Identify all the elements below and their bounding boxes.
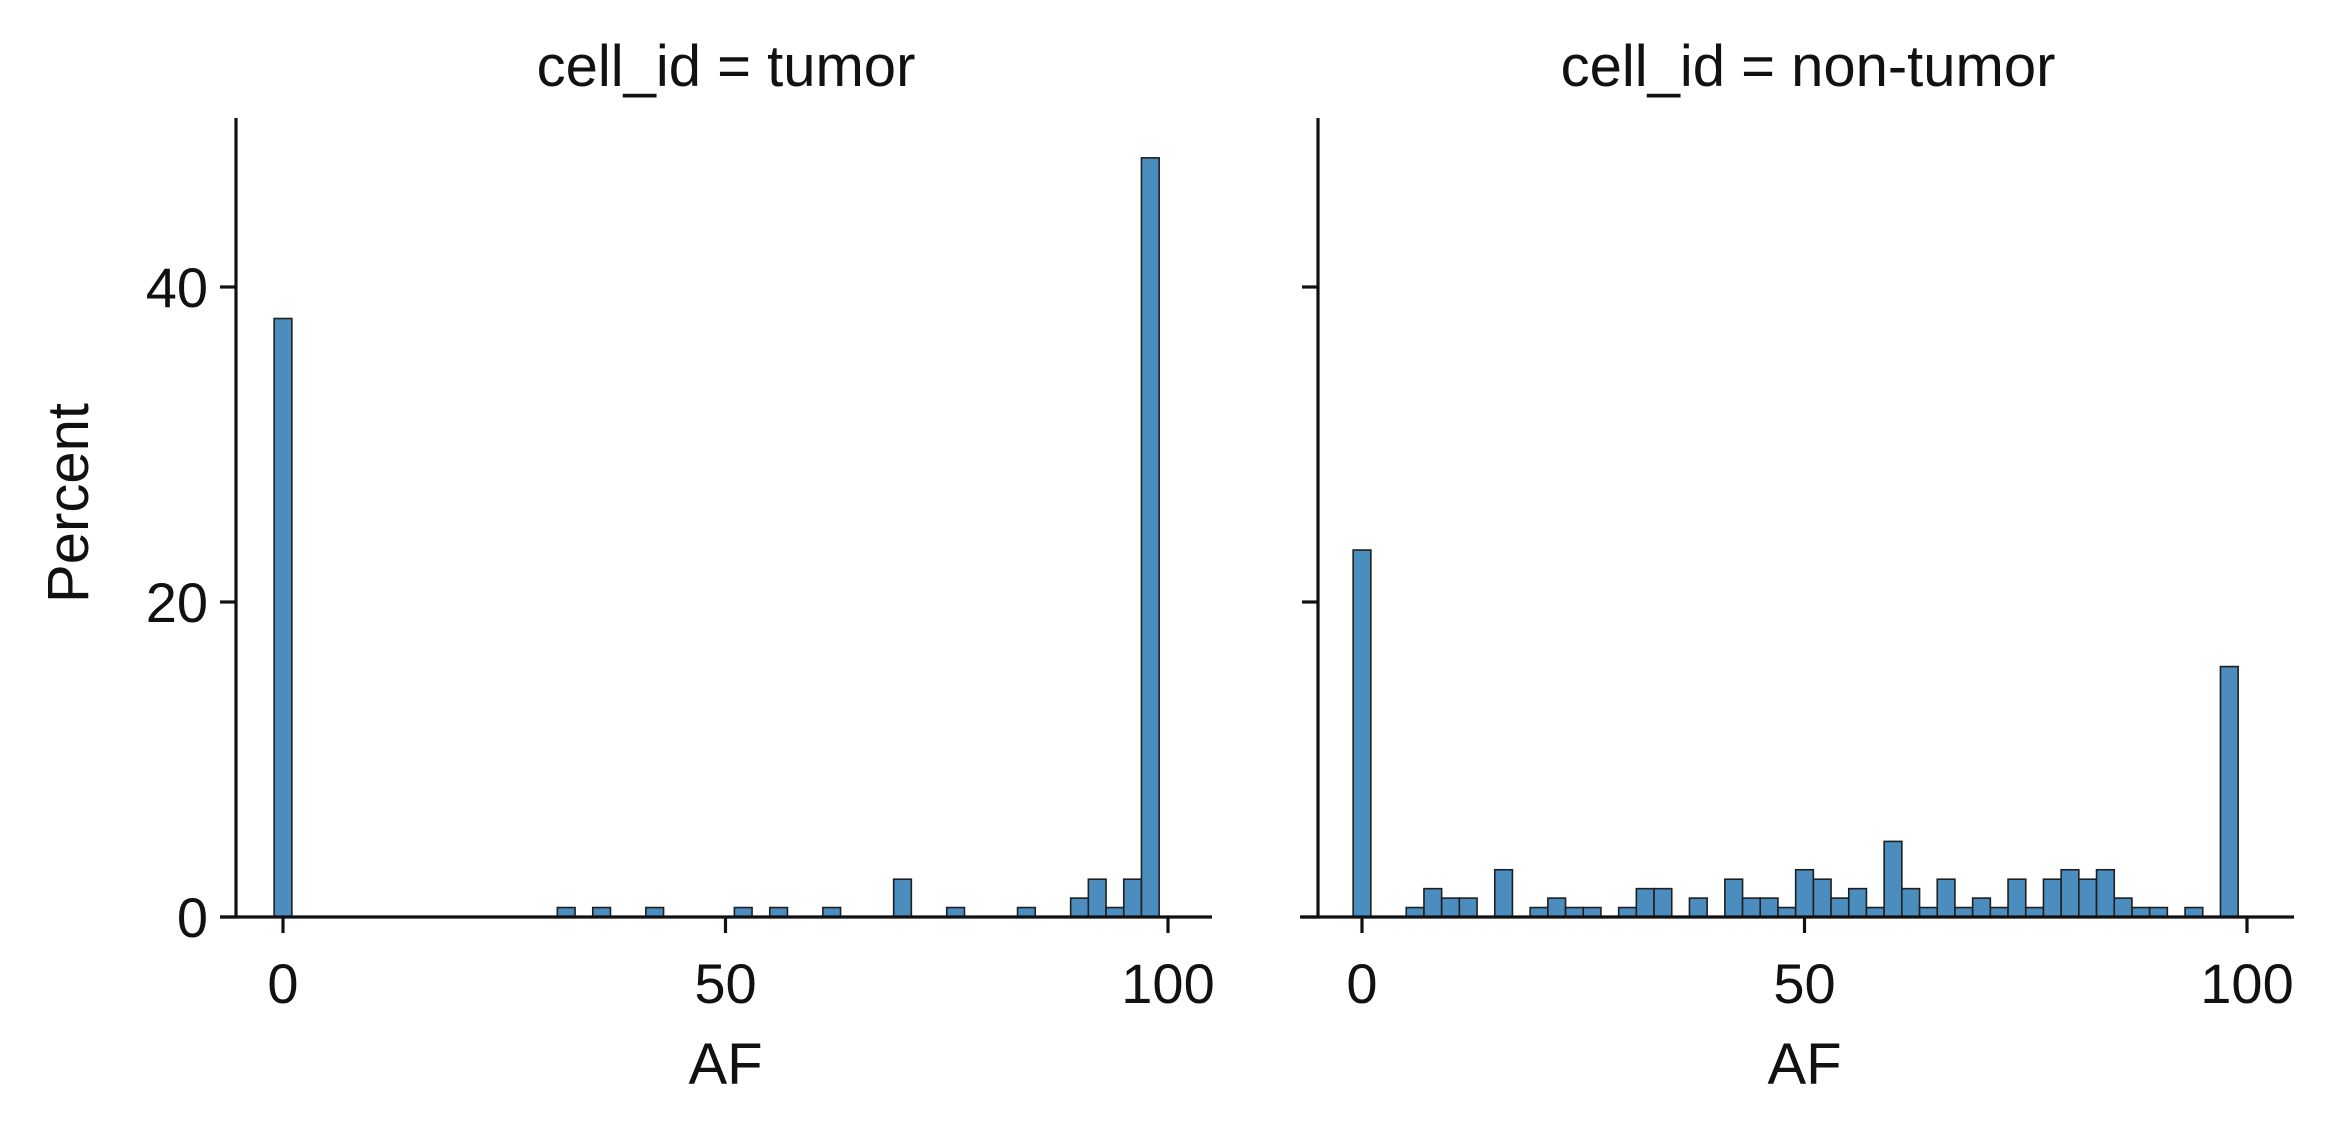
y-tick-label: 0 bbox=[177, 886, 208, 949]
histogram-bar bbox=[1069, 897, 1090, 918]
histogram-bar bbox=[1635, 887, 1655, 918]
histogram-bar bbox=[1087, 878, 1107, 918]
histogram-bar bbox=[1547, 897, 1567, 918]
facet-title: cell_id = non-tumor bbox=[1561, 34, 2056, 99]
histogram-bar bbox=[1901, 887, 1921, 918]
facet-panel-1: 0 20 40 0 50 100 AF cell_id = tumor bbox=[146, 34, 1215, 1097]
histogram-bar bbox=[2060, 868, 2080, 918]
x-tick-label: 0 bbox=[1346, 952, 1377, 1015]
histogram-bar bbox=[1759, 897, 1779, 918]
histogram-bar bbox=[2007, 878, 2027, 918]
x-tick-label: 50 bbox=[694, 952, 756, 1015]
histogram-bar bbox=[892, 878, 913, 918]
histogram-bar bbox=[1847, 887, 1868, 918]
histogram-bar bbox=[2095, 868, 2116, 918]
x-tick-label: 50 bbox=[1773, 952, 1835, 1015]
y-axis-label: Percent bbox=[36, 403, 101, 603]
y-tick-label: 40 bbox=[146, 256, 208, 319]
histogram-bar bbox=[1971, 897, 1992, 918]
histogram-bar bbox=[1653, 887, 1673, 918]
histogram-bar bbox=[1440, 897, 1461, 918]
facet-panels: 0 20 40 0 50 100 AF cell_id = tumor 0 50 100 AF cell… bbox=[146, 34, 2294, 1097]
histogram-bar bbox=[1423, 887, 1443, 918]
histogram-bar bbox=[2042, 878, 2062, 918]
histogram-bar bbox=[1458, 897, 1478, 918]
histogram-bar bbox=[1724, 878, 1744, 918]
histogram-bar bbox=[1122, 878, 1143, 918]
histogram-bar bbox=[1812, 878, 1832, 918]
histogram-bar bbox=[1830, 897, 1850, 918]
facet-panel-2: 0 50 100 AF cell_id = non-tumor bbox=[1300, 34, 2294, 1097]
histogram-bar bbox=[2113, 897, 2133, 918]
x-axis-label: AF bbox=[1767, 1032, 1841, 1097]
histogram-bar bbox=[1936, 878, 1956, 918]
histogram-bar bbox=[1493, 868, 1514, 918]
histogram-bar bbox=[2078, 878, 2098, 918]
histogram-bar bbox=[1741, 897, 1762, 918]
histogram-bar bbox=[2219, 665, 2239, 918]
histogram-bar bbox=[1883, 840, 1903, 918]
x-tick-label: 0 bbox=[267, 952, 298, 1015]
histogram-bar bbox=[1794, 868, 1815, 918]
x-axis-label: AF bbox=[688, 1032, 762, 1097]
x-tick-label: 100 bbox=[2200, 952, 2293, 1015]
y-tick-label: 20 bbox=[146, 571, 208, 634]
x-tick-label: 100 bbox=[1121, 952, 1214, 1015]
histogram-bar bbox=[1140, 157, 1160, 918]
facet-title: cell_id = tumor bbox=[537, 34, 916, 99]
histogram-bar bbox=[1688, 897, 1708, 918]
histogram-bar bbox=[273, 317, 293, 918]
histogram-bar bbox=[1352, 549, 1372, 918]
